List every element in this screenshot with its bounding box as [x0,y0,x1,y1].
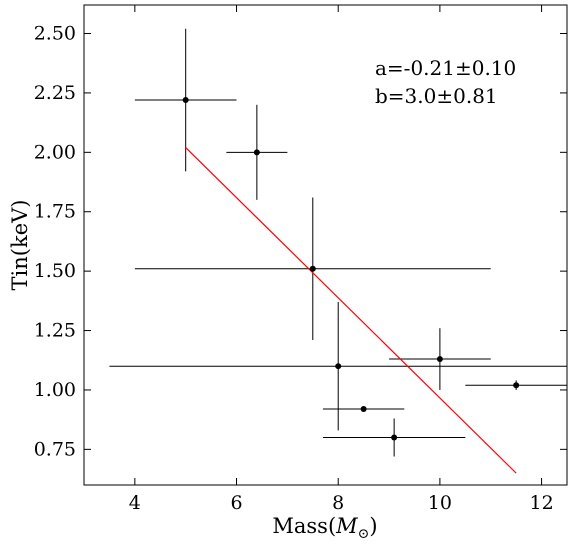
y-tick-label: 2.50 [34,23,76,45]
data-point [309,265,316,272]
data-point [513,382,520,389]
errorbars-layer [109,28,567,457]
data-point [253,149,260,156]
y-tick-label: 1.50 [34,260,76,282]
y-tick-label: 2.25 [34,82,76,104]
x-tick-label: 6 [230,492,242,514]
x-tick-label: 8 [332,492,344,514]
data-point [335,363,342,370]
annotation-a: a=-0.21±0.10 [375,56,516,80]
ticks-layer: 4 6 8 10 12 0.75 1.00 1.25 1.50 1.75 2.00 2.25 2.50 [34,5,567,514]
y-tick-label: 2.00 [34,141,76,163]
x-tick-label: 10 [428,492,452,514]
x-axis-label: Mass(M⊙) [272,514,377,542]
y-tick-label: 1.75 [34,201,76,223]
data-point [182,97,189,104]
fit-layer [185,147,517,474]
fit-line [185,147,517,474]
y-tick-label: 0.75 [34,438,76,460]
plot-frame [83,4,568,486]
y-tick-label: 1.00 [34,379,76,401]
x-tick-label: 4 [129,492,141,514]
data-point [360,405,367,412]
data-point [436,356,443,363]
annotation-b: b=3.0±0.81 [375,84,498,108]
points-layer [182,97,520,441]
y-axis-label: Tin(keV) [8,200,32,291]
x-tick-label: 12 [529,492,553,514]
data-point [391,434,398,441]
y-tick-label: 1.25 [34,320,76,342]
